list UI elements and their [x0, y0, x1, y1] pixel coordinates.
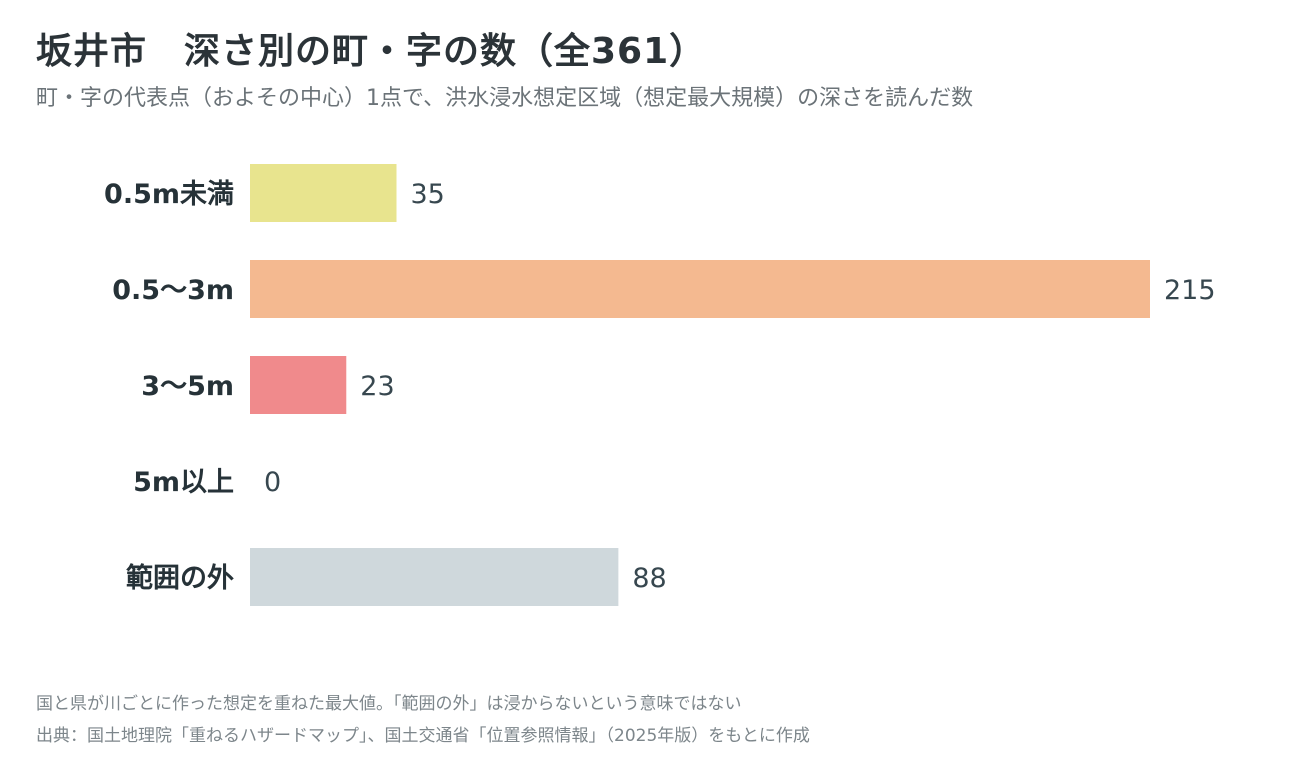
value-label: 88: [632, 563, 666, 594]
value-label: 215: [1164, 275, 1216, 306]
value-label: 23: [360, 371, 394, 402]
chart-title: 坂井市 深さ別の町・字の数（全361）: [36, 31, 707, 72]
bar: [250, 548, 619, 606]
bar: [250, 260, 1150, 318]
category-label: 範囲の外: [126, 562, 234, 594]
category-label: 0.5m未満: [104, 179, 234, 210]
value-label: 35: [411, 179, 445, 210]
bar-chart: 0.5m未満 35 0.5〜3m 215 3〜5m 23 5m以上 0 範囲の外 88: [104, 164, 1216, 606]
value-label: 0: [264, 467, 281, 498]
category-label: 3〜5m: [141, 371, 234, 402]
bar: [250, 356, 347, 414]
bar: [250, 164, 397, 222]
chart-subtitle: 町・字の代表点（およその中心）1点で、洪水浸水想定区域（想定最大規模）の深さを読…: [36, 86, 974, 111]
source-note: 出典：国土地理院「重ねるハザードマップ」、国土交通省「位置参照情報」（2025年…: [36, 726, 810, 746]
category-label: 5m以上: [133, 467, 234, 498]
category-label: 0.5〜3m: [112, 275, 234, 306]
footnote: 国と県が川ごとに作った想定を重ねた最大値。「範囲の外」は浸からないという意味では…: [36, 694, 742, 714]
